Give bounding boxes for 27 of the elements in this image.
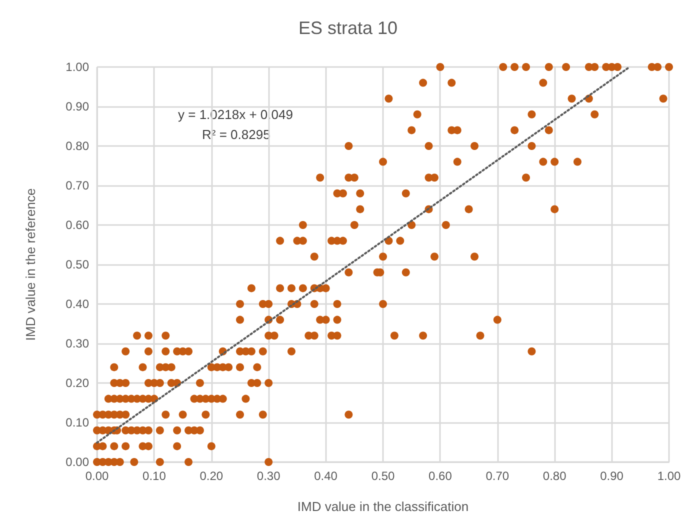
- y-tick-label: 0.80: [66, 139, 90, 153]
- y-tick-label: 0.90: [66, 100, 90, 114]
- x-tick-label: 0.90: [600, 469, 624, 483]
- y-axis-title: IMD value in the reference: [23, 188, 38, 341]
- y-tick-label: 0.10: [66, 416, 90, 430]
- x-tick-label: 0.20: [200, 469, 224, 483]
- y-tick-label: 0.00: [66, 455, 90, 469]
- x-tick-label: 0.30: [256, 469, 281, 483]
- y-tick-label: 0.50: [66, 258, 90, 272]
- x-tick-label: 0.70: [486, 469, 510, 483]
- y-tick-label: 1.00: [66, 60, 90, 74]
- x-tick-label: 0.60: [428, 469, 452, 483]
- chart-title: ES strata 10: [298, 18, 398, 38]
- y-tick-label: 0.20: [66, 376, 90, 390]
- x-tick-label: 0.50: [371, 469, 395, 483]
- x-tick-label: 0.80: [542, 469, 567, 483]
- x-tick-label: 0.40: [314, 469, 338, 483]
- y-tick-label: 0.30: [66, 336, 90, 350]
- y-tick-label: 0.40: [66, 297, 90, 311]
- y-tick-label: 0.60: [66, 218, 90, 232]
- annotation: y = 1.0218x + 0.049: [178, 107, 293, 122]
- x-axis-title: IMD value in the classification: [297, 499, 469, 514]
- x-tick-label: 1.00: [657, 469, 681, 483]
- x-tick-label: 0.00: [85, 469, 109, 483]
- x-tick-label: 0.10: [142, 469, 166, 483]
- y-tick-label: 0.70: [66, 178, 90, 192]
- annotation: R² = 0.8295: [202, 127, 270, 142]
